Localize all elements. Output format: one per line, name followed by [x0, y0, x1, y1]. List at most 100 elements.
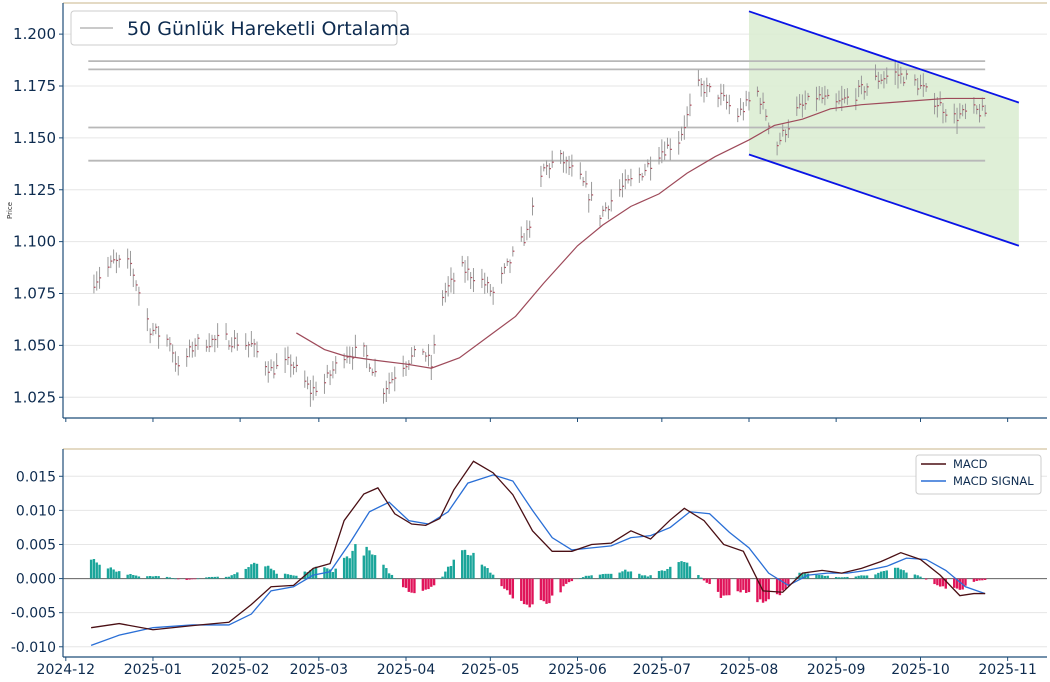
- macd-histogram-bar: [196, 578, 200, 580]
- macd-histogram-bar: [345, 556, 349, 579]
- macd-histogram-bar: [444, 571, 447, 579]
- macd-histogram-bar: [764, 578, 768, 602]
- macd-histogram-bar: [449, 566, 453, 579]
- price-y-tick-label: 1.150: [13, 129, 56, 147]
- macd-histogram-bar: [126, 574, 129, 579]
- macd-x-tick-label: 2025-10: [891, 662, 950, 678]
- macd-histogram-bar: [629, 571, 633, 579]
- macd-histogram-bar: [269, 568, 273, 579]
- macd-histogram-bar: [275, 573, 278, 579]
- macd-histogram-bar: [247, 567, 250, 579]
- macd-histogram-bar: [624, 569, 627, 579]
- macd-histogram-bar: [899, 569, 903, 579]
- macd-histogram-bar: [168, 577, 172, 579]
- macd-histogram-bar: [975, 578, 978, 581]
- macd-histogram-bar: [224, 576, 228, 579]
- macd-histogram-bar: [705, 578, 709, 583]
- macd-histogram-bar: [865, 575, 869, 579]
- macd-histogram-bar: [801, 573, 804, 579]
- macd-histogram-bar: [697, 575, 700, 579]
- macd-signal-legend-label: MACD SIGNAL: [953, 474, 1034, 488]
- macd-histogram-bar: [775, 578, 779, 595]
- price-y-tick-label: 1.175: [13, 77, 56, 95]
- macd-histogram-bar: [944, 578, 947, 589]
- macd-histogram-bar: [601, 574, 604, 579]
- macd-histogram-bar: [936, 578, 939, 586]
- macd-histogram-bar: [685, 562, 689, 579]
- macd-histogram-bar: [778, 578, 782, 596]
- channel-lower-line: [748, 153, 1020, 247]
- macd-histogram-bar: [95, 562, 98, 579]
- macd-histogram-bar: [581, 577, 585, 579]
- macd-histogram-bar: [328, 569, 332, 579]
- macd-histogram-bar: [874, 574, 877, 579]
- macd-histogram-bar: [579, 578, 582, 579]
- macd-histogram-bar: [466, 554, 470, 579]
- macd-histogram-bar: [680, 561, 683, 579]
- macd-histogram-bar: [463, 549, 467, 579]
- macd-histogram-bar: [289, 574, 292, 579]
- macd-histogram-bar: [157, 576, 160, 579]
- macd-histogram-bar: [840, 577, 843, 579]
- macd-histogram-bar: [511, 578, 515, 599]
- macd-histogram-bar: [590, 575, 593, 579]
- macd-histogram-bar: [250, 564, 253, 579]
- macd-histogram-bar: [267, 565, 270, 579]
- macd-histogram-bar: [171, 578, 174, 579]
- macd-histogram-bar: [863, 575, 866, 579]
- macd-histogram-bar: [728, 578, 731, 596]
- macd-histogram-bar: [312, 569, 315, 579]
- macd-histogram-bar: [134, 575, 138, 579]
- macd-histogram-bar: [452, 559, 455, 579]
- macd-histogram-bar: [106, 568, 110, 579]
- macd-histogram-bar: [522, 578, 526, 605]
- macd-histogram-bar: [252, 562, 256, 579]
- macd-signal-line: [90, 474, 986, 647]
- macd-histogram-bar: [837, 577, 841, 579]
- macd-histogram-bar: [677, 562, 680, 579]
- macd-histogram-bar: [207, 577, 211, 579]
- macd-histogram-bar: [820, 575, 824, 579]
- macd-histogram-bar: [154, 575, 157, 579]
- macd-y-tick-label: 0.005: [16, 537, 56, 553]
- price-y-tick-label: 1.200: [13, 25, 56, 43]
- macd-histogram-bar: [174, 578, 177, 580]
- macd-histogram-bar: [469, 555, 472, 579]
- macd-histogram-bar: [365, 546, 368, 579]
- macd-histogram-bar: [480, 564, 484, 579]
- macd-histogram-bar: [446, 566, 450, 579]
- macd-histogram-bar: [663, 570, 666, 579]
- macd-histogram-bar: [756, 578, 759, 603]
- macd-histogram-bar: [823, 575, 827, 579]
- macd-histogram-bar: [401, 578, 405, 588]
- macd-histogram-bar: [115, 571, 118, 579]
- macd-histogram-bar: [385, 568, 388, 579]
- macd-histogram-bar: [191, 578, 194, 580]
- macd-histogram-bar: [626, 571, 630, 579]
- macd-histogram-bar: [744, 578, 748, 593]
- macd-histogram-bar: [283, 573, 287, 579]
- macd-histogram-bar: [461, 550, 464, 579]
- macd-histogram-bar: [747, 578, 751, 593]
- macd-histogram-bar: [610, 573, 613, 579]
- macd-histogram-bar: [843, 577, 846, 579]
- macd-histogram-bar: [334, 568, 337, 579]
- macd-histogram-bar: [621, 571, 624, 579]
- macd-histogram-bar: [286, 574, 290, 579]
- macd-histogram-bar: [112, 569, 115, 579]
- macd-histogram-bar: [314, 566, 318, 579]
- macd-histogram-bar: [430, 578, 433, 587]
- macd-histogram-bar: [255, 563, 259, 579]
- macd-histogram-bar: [978, 578, 981, 581]
- macd-histogram-bar: [486, 568, 489, 579]
- macd-histogram-bar: [354, 544, 357, 579]
- macd-histogram-bar: [89, 559, 93, 579]
- macd-histogram-bar: [348, 558, 351, 579]
- macd-histogram-bar: [736, 578, 739, 592]
- macd-histogram-bar: [387, 573, 391, 579]
- macd-histogram-bar: [902, 570, 905, 579]
- macd-histogram-bar: [857, 575, 860, 579]
- macd-histogram-bar: [390, 574, 394, 579]
- macd-histogram-bar: [815, 574, 818, 579]
